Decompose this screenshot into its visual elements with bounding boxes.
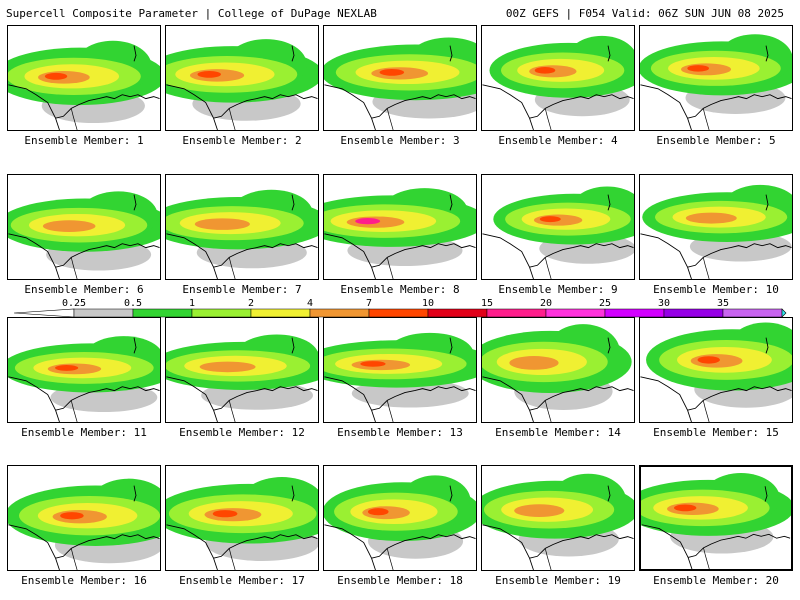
ensemble-member-label: Ensemble Member: 16 [21, 574, 147, 587]
ensemble-member-map-16[interactable] [7, 465, 161, 571]
ensemble-member-map-2[interactable] [165, 25, 319, 131]
ensemble-member-map-13[interactable] [323, 317, 477, 423]
ensemble-member-map-12[interactable] [165, 317, 319, 423]
colorbar-tick-label: 0.5 [124, 298, 142, 309]
ensemble-member-label: Ensemble Member: 12 [179, 426, 305, 439]
colorbar-tick-label: 7 [366, 298, 372, 309]
ensemble-member-label: Ensemble Member: 14 [495, 426, 621, 439]
colorbar-right-arrow [781, 308, 787, 318]
ensemble-member-map-15[interactable] [639, 317, 793, 423]
ensemble-member-map-4[interactable] [481, 25, 635, 131]
ensemble-member-label: Ensemble Member: 15 [653, 426, 779, 439]
colorbar-tick-label: 2 [248, 298, 254, 309]
ensemble-member-label: Ensemble Member: 11 [21, 426, 147, 439]
colorbar-bin-3 [250, 308, 311, 318]
ensemble-member-map-20[interactable] [639, 465, 793, 571]
ensemble-member-map-8[interactable] [323, 174, 477, 280]
colorbar-tick-label: 4 [307, 298, 313, 309]
ensemble-member-map-9[interactable] [481, 174, 635, 280]
ensemble-member-label: Ensemble Member: 10 [653, 283, 779, 296]
ensemble-member-map-18[interactable] [323, 465, 477, 571]
colorbar-bin-8 [545, 308, 606, 318]
ensemble-member-map-5[interactable] [639, 25, 793, 131]
colorbar-tick-label: 1 [189, 298, 195, 309]
ensemble-member-label: Ensemble Member: 4 [498, 134, 618, 147]
ensemble-member-map-1[interactable] [7, 25, 161, 131]
ensemble-member-label: Ensemble Member: 7 [182, 283, 302, 296]
run-valid-time: 00Z GEFS | F054 Valid: 06Z SUN JUN 08 20… [505, 7, 784, 20]
colorbar-bin-0 [73, 308, 134, 318]
colorbar-tick-label: 30 [658, 298, 670, 309]
colorbar-bin-10 [663, 308, 724, 318]
colorbar-bin-9 [604, 308, 665, 318]
colorbar-left-arrow [13, 308, 75, 318]
colorbar-bin-2 [191, 308, 252, 318]
ensemble-member-map-17[interactable] [165, 465, 319, 571]
colorbar-bin-6 [427, 308, 488, 318]
ensemble-member-label: Ensemble Member: 5 [656, 134, 776, 147]
colorbar-tick-label: 10 [422, 298, 434, 309]
ensemble-member-label: Ensemble Member: 1 [24, 134, 144, 147]
ensemble-member-map-10[interactable] [639, 174, 793, 280]
ensemble-member-label: Ensemble Member: 8 [340, 283, 460, 296]
ensemble-member-label: Ensemble Member: 18 [337, 574, 463, 587]
ensemble-member-map-3[interactable] [323, 25, 477, 131]
colorbar-tick-label: 35 [717, 298, 729, 309]
ensemble-member-label: Ensemble Member: 2 [182, 134, 302, 147]
ensemble-member-label: Ensemble Member: 17 [179, 574, 305, 587]
ensemble-member-label: Ensemble Member: 9 [498, 283, 618, 296]
ensemble-member-map-6[interactable] [7, 174, 161, 280]
ensemble-member-label: Ensemble Member: 6 [24, 283, 144, 296]
colorbar-bin-4 [309, 308, 370, 318]
colorbar-bin-5 [368, 308, 429, 318]
colorbar-tick-label: 20 [540, 298, 552, 309]
colorbar-tick-label: 15 [481, 298, 493, 309]
colorbar-bin-11 [722, 308, 783, 318]
ensemble-member-map-19[interactable] [481, 465, 635, 571]
ensemble-member-map-11[interactable] [7, 317, 161, 423]
colorbar-bin-1 [132, 308, 193, 318]
ensemble-member-label: Ensemble Member: 13 [337, 426, 463, 439]
colorbar-bin-7 [486, 308, 547, 318]
product-title: Supercell Composite Parameter | College … [6, 7, 377, 20]
colorbar-tick-label: 25 [599, 298, 611, 309]
color-scale-legend: 0.25 0.5 1 2 4 7 10 15 20 25 30 35 [0, 297, 800, 321]
ensemble-member-map-7[interactable] [165, 174, 319, 280]
ensemble-member-label: Ensemble Member: 3 [340, 134, 460, 147]
colorbar-tick-label: 0.25 [62, 298, 86, 309]
ensemble-member-label: Ensemble Member: 20 [653, 574, 779, 587]
ensemble-member-map-14[interactable] [481, 317, 635, 423]
ensemble-member-label: Ensemble Member: 19 [495, 574, 621, 587]
